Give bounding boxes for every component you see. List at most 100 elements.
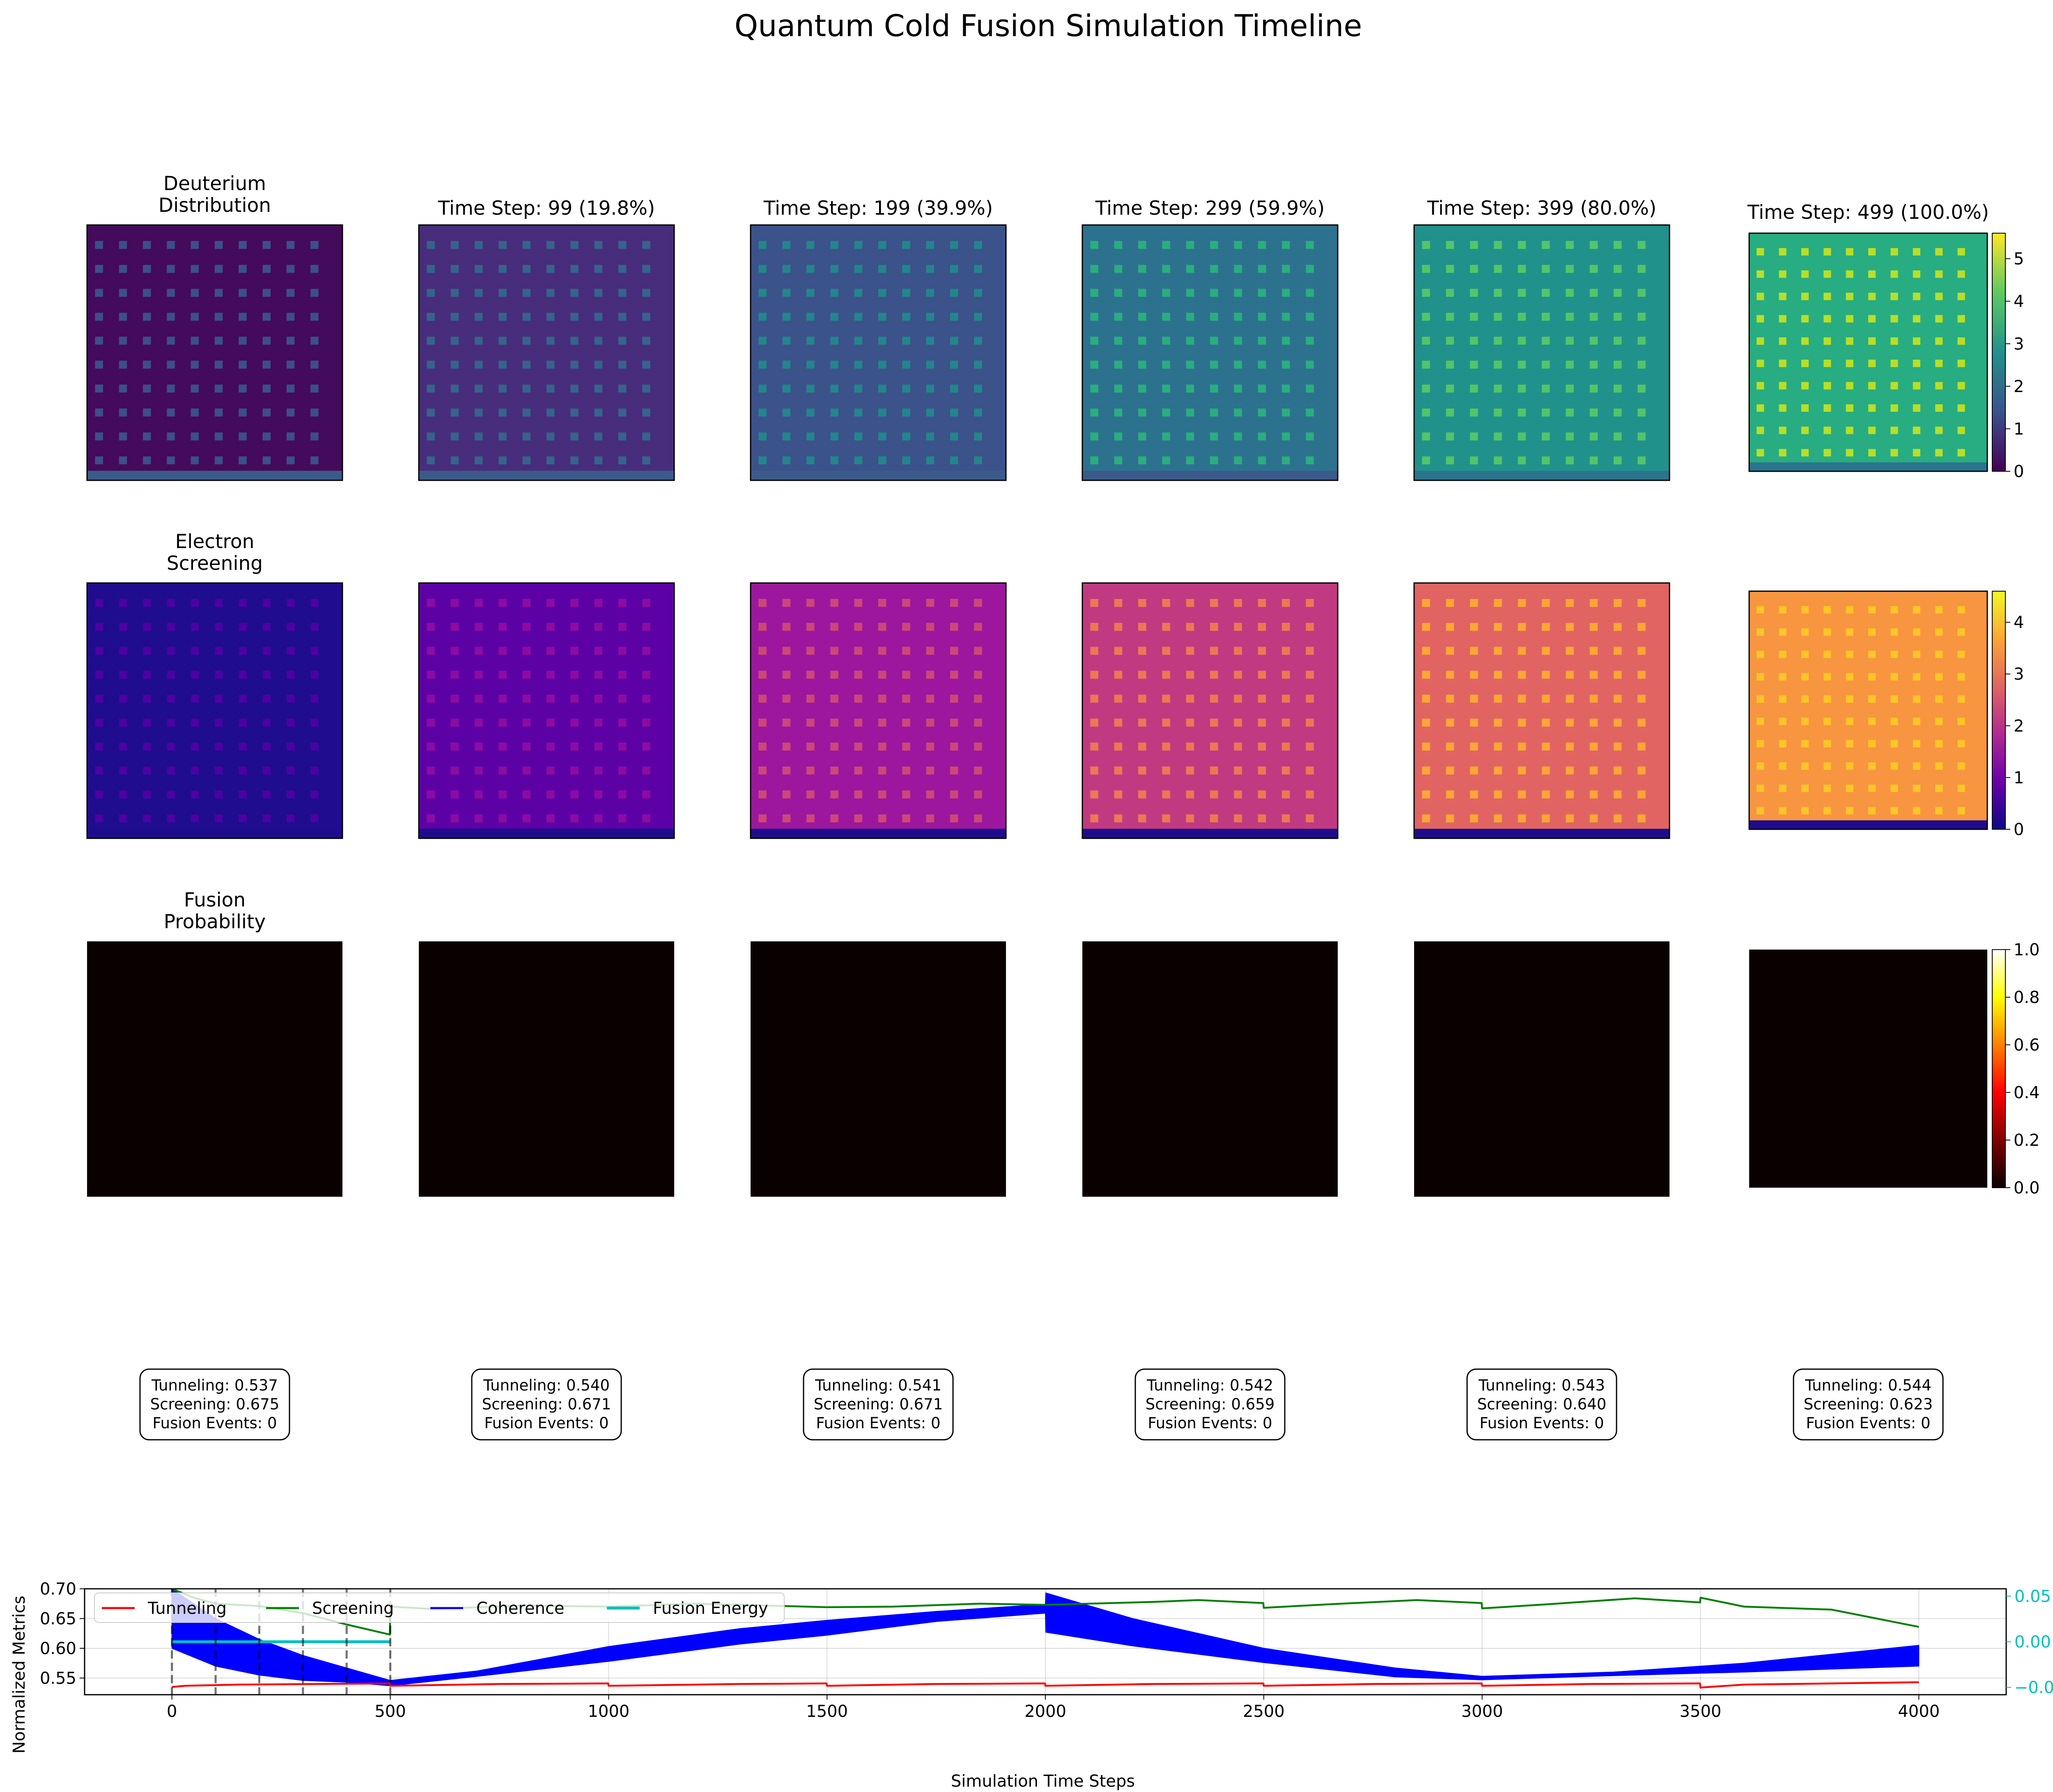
deuterium-lattice-site <box>1114 408 1123 417</box>
screening-lattice-site <box>878 766 886 775</box>
screening-lattice-site <box>1868 628 1876 636</box>
deuterium-lattice-site <box>1846 315 1853 323</box>
screening-lattice-site <box>1470 670 1478 679</box>
deuterium-lattice-site <box>1913 449 1920 457</box>
deuterium-lattice-site <box>1470 241 1478 249</box>
deuterium-lattice-site <box>239 360 247 369</box>
deuterium-lattice-site <box>878 312 886 321</box>
screening-lattice-site <box>926 599 935 607</box>
screening-lattice-site <box>1542 718 1550 727</box>
screening-lattice-site <box>806 718 815 727</box>
screening-lattice-site <box>1258 695 1266 703</box>
screening-lattice-site <box>1518 623 1526 631</box>
deuterium-lattice-site <box>1306 384 1314 393</box>
deuterium-lattice-site <box>1913 382 1920 390</box>
deuterium-lattice-site <box>95 456 103 465</box>
screening-lattice-site <box>1114 742 1123 751</box>
screening-lattice-site <box>806 695 815 703</box>
deuterium-lattice-site <box>618 456 627 465</box>
screening-lattice-site <box>1757 695 1764 703</box>
deuterium-lattice-site <box>286 265 295 273</box>
screening-lattice-site <box>1186 814 1194 823</box>
deuterium-lattice-site <box>570 456 579 465</box>
deuterium-lattice-site <box>1637 408 1646 417</box>
deuterium-lattice-site <box>1779 270 1787 278</box>
deuterium-lattice-site <box>286 241 295 249</box>
deuterium-lattice-site <box>215 312 223 321</box>
colorbar-tick-label: 3 <box>2014 335 2024 353</box>
screening-lattice-site <box>1138 718 1146 727</box>
screening-lattice-site <box>167 814 175 823</box>
screening-lattice-site <box>1613 790 1622 798</box>
deuterium-lattice-site <box>262 360 271 369</box>
deuterium-lattice-site <box>1823 360 1831 367</box>
deuterium-lattice-site <box>95 312 103 321</box>
deuterium-lattice-site <box>570 312 579 321</box>
deuterium-lattice-site <box>310 241 319 249</box>
deuterium-lattice-site <box>498 408 507 417</box>
screening-lattice-site <box>239 623 247 631</box>
screening-lattice-site <box>878 695 886 703</box>
deuterium-lattice-site <box>95 360 103 369</box>
deuterium-lattice-site <box>878 456 886 465</box>
screening-lattice-site <box>1306 814 1314 823</box>
deuterium-lattice-site <box>1613 432 1622 441</box>
screening-lattice-site <box>1234 623 1242 631</box>
deuterium-lattice-site <box>878 265 886 273</box>
screening-lattice-site <box>427 766 435 775</box>
deuterium-lattice-site <box>143 241 151 249</box>
deuterium-lattice-site <box>498 289 507 297</box>
screening-lattice-site <box>1846 740 1853 748</box>
deuterium-lattice-site <box>1566 265 1574 273</box>
screening-lattice-site <box>594 647 603 655</box>
deuterium-lattice-site <box>618 432 627 441</box>
screening-lattice-site <box>926 766 935 775</box>
deuterium-lattice-site <box>950 337 958 345</box>
screening-lattice-site <box>1779 673 1787 681</box>
deuterium-lattice-site <box>1281 432 1290 441</box>
deuterium-lattice-site <box>167 360 175 369</box>
deuterium-lattice-site <box>1868 449 1876 457</box>
deuterium-lattice-site <box>618 337 627 345</box>
screening-lattice-site <box>1422 647 1430 655</box>
deuterium-lattice-site <box>1494 289 1502 297</box>
deuterium-lattice-site <box>191 408 199 417</box>
stats-box-frame <box>471 1368 622 1441</box>
screening-lattice-site <box>1186 742 1194 751</box>
deuterium-lattice-site <box>1234 432 1242 441</box>
screening-lattice-site <box>1446 742 1454 751</box>
deuterium-lattice-site <box>215 408 223 417</box>
screening-lattice-site <box>1210 695 1218 703</box>
screening-lattice-site <box>1801 807 1809 815</box>
screening-lattice-site <box>1446 695 1454 703</box>
deuterium-lattice-site <box>1090 289 1098 297</box>
deuterium-lattice-site <box>119 289 127 297</box>
screening-lattice-site <box>167 790 175 798</box>
deuterium-lattice-site <box>143 456 151 465</box>
screening-lattice-site <box>1162 742 1170 751</box>
screening-lattice-site <box>594 718 603 727</box>
screening-lattice-site <box>1186 599 1194 607</box>
deuterium-lattice-site <box>1210 241 1218 249</box>
deuterium-lattice-site <box>854 265 863 273</box>
screening-lattice-site <box>1258 670 1266 679</box>
deuterium-lattice-site <box>1162 360 1170 369</box>
deuterium-lattice-site <box>878 241 886 249</box>
deuterium-lattice-site <box>167 312 175 321</box>
screening-lattice-site <box>239 742 247 751</box>
deuterium-lattice-site <box>95 384 103 393</box>
deuterium-lattice-site <box>830 432 838 441</box>
screening-lattice-site <box>1868 651 1876 659</box>
deuterium-lattice-site <box>594 337 603 345</box>
screening-lattice-site <box>1210 814 1218 823</box>
fusion-heatmap-5 <box>1749 950 1987 1188</box>
screening-lattice-site <box>450 790 459 798</box>
deuterium-lattice-site <box>310 360 319 369</box>
deuterium-lattice-site <box>758 432 767 441</box>
deuterium-lattice-site <box>547 456 555 465</box>
figure-title: Quantum Cold Fusion Simulation Timeline <box>735 9 1362 44</box>
screening-lattice-site <box>758 623 767 631</box>
deuterium-lattice-site <box>262 241 271 249</box>
screening-lattice-site <box>286 790 295 798</box>
deuterium-lattice-site <box>95 408 103 417</box>
